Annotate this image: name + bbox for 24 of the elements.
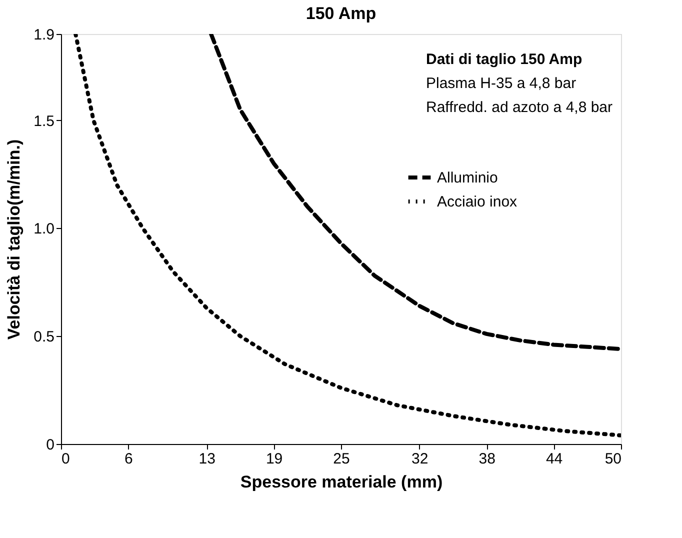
y-axis-title: Velocità di taglio(m/min.)	[4, 139, 24, 340]
x-tick-label: 32	[412, 450, 428, 468]
x-tick-label: 13	[198, 450, 216, 468]
y-tick-label: 0.5	[34, 328, 54, 346]
y-tick-label: 1.0	[34, 220, 54, 238]
y-tick-label: 1.5	[34, 112, 54, 130]
x-tick-label: 50	[604, 450, 622, 468]
x-tick-label: 6	[124, 450, 133, 468]
y-tick-label: 0	[46, 436, 54, 454]
legend-label: Alluminio	[437, 170, 498, 186]
x-tick-label: 38	[478, 450, 496, 468]
line-series	[74, 34, 621, 438]
chart-title: 150 Amp	[306, 4, 376, 23]
legend-label: Acciaio inox	[437, 194, 518, 210]
line-series	[209, 34, 621, 352]
x-tick-label: 44	[546, 450, 563, 468]
x-tick-label: 25	[333, 450, 350, 468]
x-axis-title: Spessore materiale (mm)	[240, 472, 443, 492]
annotation: Raffredd. ad azoto a 4,8 bar	[426, 99, 613, 116]
annotation: Dati di taglio 150 Amp	[426, 51, 582, 68]
x-tick-label: 19	[266, 450, 283, 468]
y-tick-label: 1.9	[34, 26, 54, 44]
annotation: Plasma H-35 a 4,8 bar	[426, 75, 576, 92]
x-tick-label: 0	[62, 450, 70, 468]
